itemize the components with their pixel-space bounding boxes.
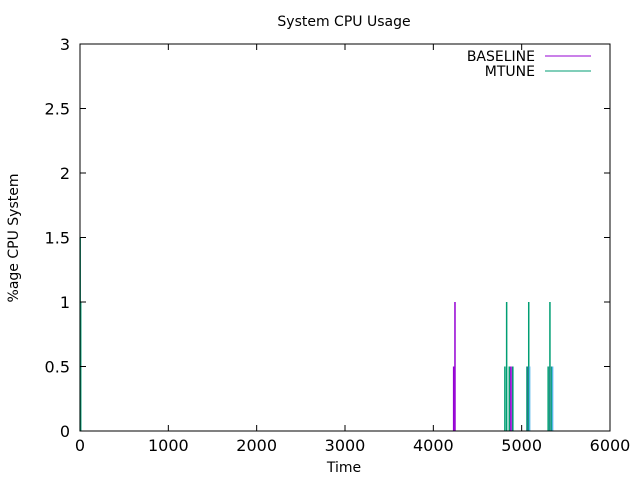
y-tick-label: 0.5 (45, 358, 70, 377)
x-tick-label: 3000 (325, 436, 366, 455)
x-axis-label: Time (326, 460, 361, 476)
series-baseline (452, 302, 551, 431)
legend-label: MTUNE (485, 64, 535, 80)
x-axis: 0 1000 2000 3000 4000 5000 6000 (75, 44, 630, 455)
plot-frame (79, 43, 611, 432)
y-tick-label: 2.5 (45, 100, 70, 119)
x-tick-label: 6000 (590, 436, 631, 455)
y-axis-label: %age CPU System (6, 174, 22, 303)
legend-label: BASELINE (467, 49, 535, 65)
x-tick-label: 0 (75, 436, 85, 455)
y-tick-label: 0 (60, 422, 70, 441)
y-tick-label: 3 (60, 35, 70, 54)
series-marks (79, 237, 554, 431)
x-tick-label: 2000 (236, 436, 277, 455)
x-tick-label: 5000 (501, 436, 542, 455)
x-tick-label: 1000 (148, 436, 189, 455)
chart-title: System CPU Usage (277, 14, 410, 30)
series-unlabeled (528, 366, 554, 431)
y-tick-label: 1.5 (45, 229, 70, 248)
y-tick-label: 2 (60, 164, 70, 183)
x-tick-label: 4000 (413, 436, 454, 455)
series-mtune (79, 237, 553, 431)
y-axis: 0 0.5 1 1.5 2 2.5 3 (45, 35, 610, 441)
y-tick-label: 1 (60, 293, 70, 312)
